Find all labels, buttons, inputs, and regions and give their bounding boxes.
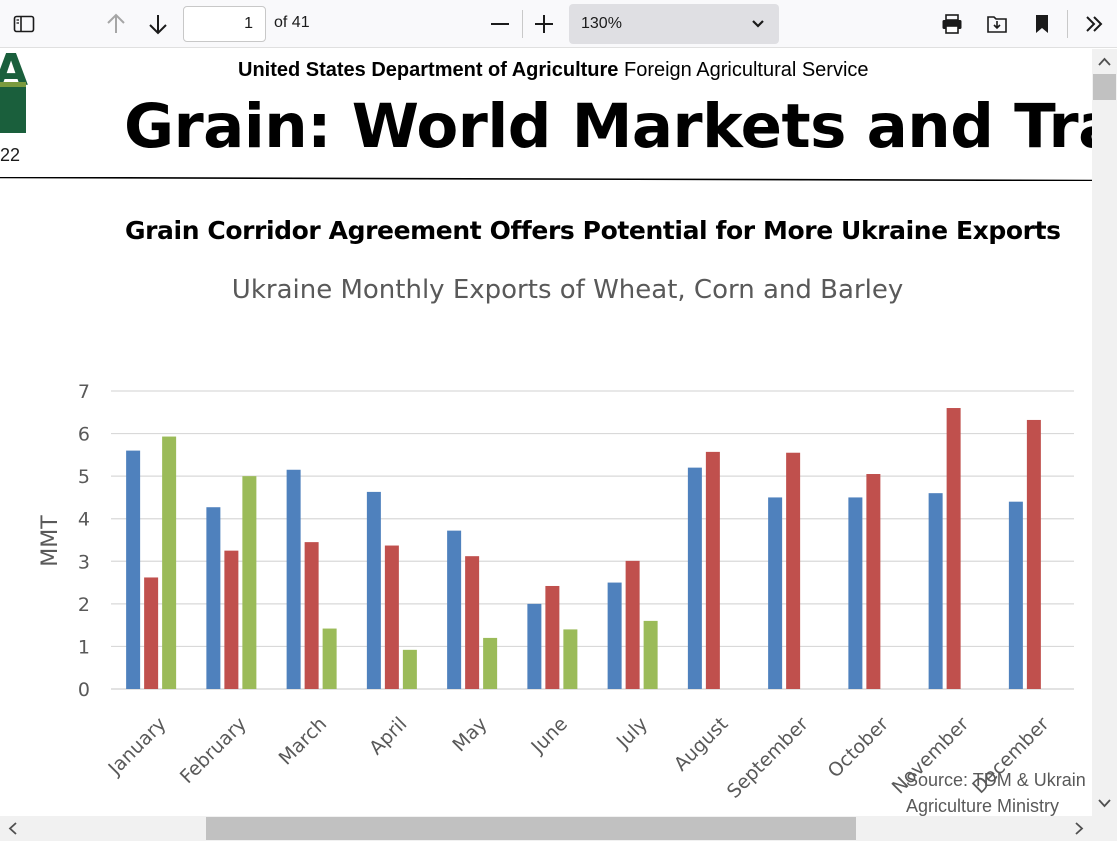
y-tick-label: 2: [78, 594, 90, 616]
source-line-1: Source: TDM & Ukrain: [906, 770, 1086, 790]
bar-cy2021-september: [786, 452, 801, 689]
arrow-up-icon: [107, 13, 125, 33]
bar-cy2021-august: [705, 451, 720, 689]
page-number-input[interactable]: 1: [183, 6, 266, 42]
y-tick-label: 1: [78, 636, 90, 658]
vertical-scroll-thumb[interactable]: [1093, 74, 1116, 100]
x-tick-label: March: [275, 713, 332, 770]
bar-cy2021-october: [866, 474, 881, 689]
bar-cy2020-august: [687, 467, 702, 689]
bar-cy2021-june: [545, 585, 560, 689]
x-tick-label: September: [723, 713, 813, 803]
zoom-value: 130%: [581, 15, 622, 32]
y-tick-label: 6: [78, 424, 90, 446]
scroll-left-arrow-icon[interactable]: [2, 816, 24, 841]
minus-icon: [491, 23, 509, 25]
report-date: 22: [0, 145, 21, 165]
bookmark-button[interactable]: [1028, 10, 1056, 38]
more-tools-button[interactable]: [1080, 10, 1108, 38]
scroll-right-arrow-icon[interactable]: [1068, 816, 1090, 841]
bar-cy2021-may: [465, 556, 480, 689]
printer-icon: [942, 14, 962, 34]
source-line-2: Agriculture Ministry: [906, 796, 1060, 816]
bar-cy2020-september: [768, 497, 783, 689]
save-button[interactable]: [983, 10, 1011, 38]
previous-page-button[interactable]: [102, 10, 130, 38]
bar-chart: 0 1 2 3 4 5 6 7 MMT January February March April May J…: [38, 381, 1074, 803]
bar-cy2020-march: [286, 469, 301, 689]
bar-cy2021-february: [224, 550, 239, 689]
bar-cy2022-may: [483, 637, 498, 689]
next-page-button[interactable]: [144, 10, 172, 38]
horizontal-scroll-thumb[interactable]: [206, 817, 856, 840]
bar-cy2022-january: [162, 436, 177, 689]
y-axis-label: MMT: [38, 515, 63, 567]
bar-cy2021-december: [1026, 419, 1041, 689]
zoom-in-button[interactable]: [530, 10, 558, 38]
bar-cy2020-november: [928, 493, 943, 689]
x-tick-label: October: [824, 713, 893, 782]
plus-icon: [535, 15, 553, 33]
usda-logo-block: [0, 87, 26, 133]
department-header: United States Department of Agriculture …: [238, 59, 869, 82]
department-name: United States Department of Agriculture: [238, 59, 619, 81]
header-rule: [0, 177, 1092, 181]
y-tick-label: 4: [78, 509, 90, 531]
bar-cy2021-march: [304, 542, 319, 689]
y-tick-label: 3: [78, 551, 90, 573]
bar-cy2020-december: [1008, 501, 1023, 689]
bar-cy2021-july: [625, 560, 640, 689]
article-headline: Grain Corridor Agreement Offers Potentia…: [125, 216, 1061, 245]
double-chevron-right-icon: [1086, 16, 1103, 32]
x-tick-label: May: [448, 713, 491, 756]
chart-title: Ukraine Monthly Exports of Wheat, Corn a…: [231, 275, 904, 305]
bar-cy2020-july: [607, 582, 622, 689]
x-tick-label: July: [612, 713, 652, 753]
sidebar-icon: [13, 15, 35, 33]
bar-cy2020-january: [126, 450, 141, 689]
chart-source-note: Source: TDM & Ukrain Agriculture Ministr…: [906, 767, 1086, 816]
bar-cy2022-july: [643, 620, 658, 689]
viewer-toolbar: 1 of 41 130%: [0, 0, 1117, 48]
bar-cy2020-october: [848, 497, 863, 689]
arrow-down-icon: [149, 15, 167, 35]
bar-cy2021-january: [144, 577, 159, 689]
vertical-scrollbar[interactable]: [1092, 49, 1117, 816]
agency-name: Foreign Agricultural Service: [623, 59, 869, 81]
y-tick-label: 5: [78, 466, 90, 488]
bar-cy2020-april: [366, 491, 381, 689]
bar-cy2022-february: [242, 476, 257, 689]
x-tick-label: June: [526, 713, 572, 759]
save-download-icon: [987, 16, 1007, 33]
report-title: Grain: World Markets and Trade: [124, 91, 1092, 162]
chevron-down-icon: [752, 20, 764, 28]
bar-cy2021-april: [384, 545, 399, 689]
bar-cy2022-march: [322, 628, 337, 689]
zoom-out-button[interactable]: [486, 10, 514, 38]
bar-cy2021-november: [946, 408, 961, 689]
bar-cy2020-may: [447, 530, 462, 689]
bar-cy2022-april: [402, 649, 417, 689]
zoom-select[interactable]: 130%: [569, 4, 779, 44]
x-tick-label: August: [670, 713, 733, 776]
scroll-down-arrow-icon[interactable]: [1092, 792, 1117, 814]
usda-logo-stripe: [0, 82, 26, 87]
toolbar-divider: [1067, 10, 1068, 38]
x-tick-label: February: [176, 713, 251, 788]
y-tick-label: 0: [78, 679, 90, 701]
toolbar-divider: [522, 10, 523, 38]
bookmark-icon: [1036, 15, 1048, 33]
x-tick-label: January: [103, 713, 170, 780]
sidebar-toggle-button[interactable]: [10, 10, 38, 38]
scroll-up-arrow-icon[interactable]: [1092, 51, 1117, 73]
bar-cy2020-june: [527, 603, 542, 689]
bar-cy2020-february: [206, 507, 221, 689]
x-tick-label: April: [365, 713, 411, 759]
document-page: A 22 United States Department of Agricul…: [0, 49, 1092, 816]
page-count-label: of 41: [274, 14, 310, 31]
bar-cy2022-june: [563, 629, 578, 689]
y-tick-label: 7: [78, 381, 90, 403]
print-button[interactable]: [938, 10, 966, 38]
